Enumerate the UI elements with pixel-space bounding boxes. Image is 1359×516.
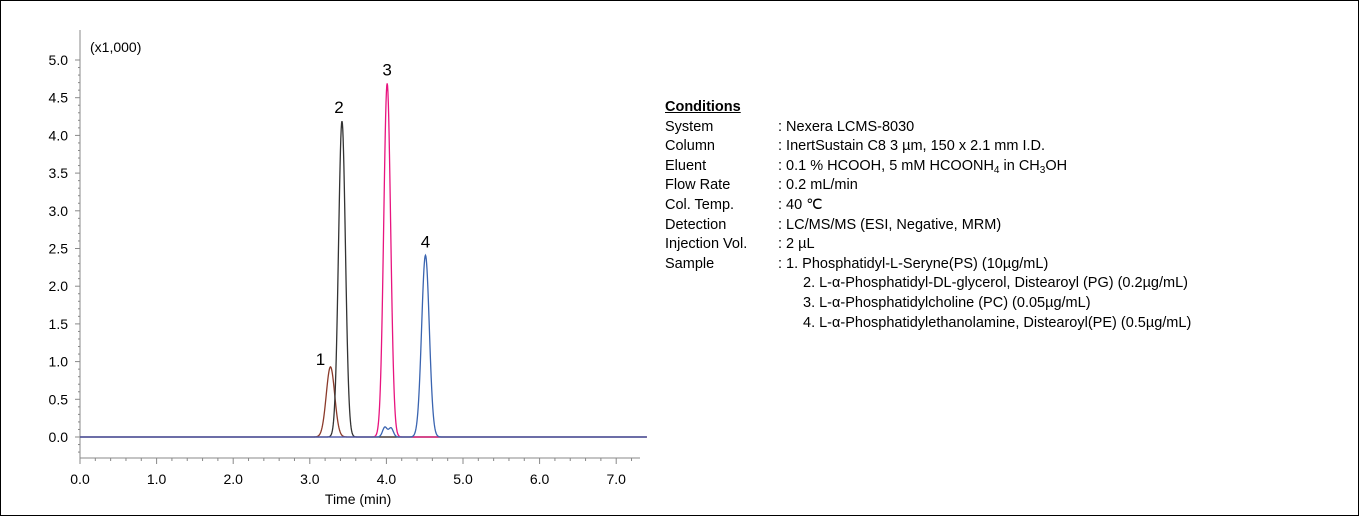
eluent-text-b: in CH <box>999 157 1040 174</box>
sample-entry: 4. L-α-Phosphatidylethanolamine, Distear… <box>803 314 1192 331</box>
x-tick-label: 7.0 <box>606 471 626 487</box>
condition-row: System : Nexera LCMS-8030 <box>665 118 1191 138</box>
x-tick-label: 2.0 <box>223 471 243 487</box>
y-tick-label: 3.5 <box>49 165 69 181</box>
x-tick-label: 5.0 <box>453 471 473 487</box>
condition-row: Injection Vol. : 2 µL <box>665 235 1191 255</box>
peak-label: 4 <box>421 232 430 251</box>
condition-key: Eluent <box>665 157 707 174</box>
condition-value: : 2 µL <box>778 236 815 253</box>
x-tick-label: 4.0 <box>377 471 397 487</box>
y-unit-label: (x1,000) <box>90 39 141 55</box>
condition-value: : 40 ℃ <box>778 196 823 213</box>
y-tick-label: 0.0 <box>49 429 69 445</box>
y-tick-label: 4.5 <box>49 90 69 106</box>
y-tick-label: 1.0 <box>49 354 69 370</box>
condition-key: Sample <box>665 255 715 272</box>
condition-key: Detection <box>665 216 727 233</box>
condition-key: System <box>665 118 714 135</box>
y-tick-label: 3.0 <box>49 203 69 219</box>
condition-key: Injection Vol. <box>665 236 748 253</box>
x-axis-title: Time (min) <box>325 491 391 507</box>
chromatogram-chart: 0.0 0.5 1.0 1.5 2.0 2.5 3.0 3.5 4.0 4.5 5.0 0.0 1.0 2… <box>49 30 647 507</box>
eluent-text-c: OH <box>1045 157 1068 174</box>
y-tick-label: 4.0 <box>49 127 69 143</box>
condition-value: : 0.2 mL/min <box>778 177 858 194</box>
condition-value: : LC/MS/MS (ESI, Negative, MRM) <box>778 216 1002 233</box>
y-tick-label: 1.5 <box>49 316 69 332</box>
condition-key: Column <box>665 138 715 155</box>
series-line-1 <box>80 366 647 438</box>
x-tick-label: 6.0 <box>530 471 550 487</box>
sample-entry: 2. L-α-Phosphatidyl-DL-glycerol, Distear… <box>803 275 1189 292</box>
condition-value: : Nexera LCMS-8030 <box>778 118 915 135</box>
y-tick-label: 5.0 <box>49 52 69 68</box>
series-line-2 <box>80 120 647 438</box>
eluent-text-a: : 0.1 % HCOOH, 5 mM HCOONH <box>778 157 994 174</box>
series-line-3 <box>80 83 647 438</box>
condition-key: Flow Rate <box>665 177 731 194</box>
peak-label: 2 <box>334 98 343 117</box>
chart-series <box>80 83 647 438</box>
conditions-panel: Conditions System : Nexera LCMS-8030 Colu… <box>665 98 1191 333</box>
x-tick-label: 0.0 <box>70 471 90 487</box>
y-tick-label: 2.0 <box>49 278 69 294</box>
y-tick-label: 2.5 <box>49 241 69 257</box>
condition-key: Col. Temp. <box>665 196 735 213</box>
sample-entry: 3. L-α-Phosphatidylcholine (PC) (0.05µg/… <box>803 294 1091 311</box>
peak-label: 1 <box>316 350 325 369</box>
chart-axes: 0.0 0.5 1.0 1.5 2.0 2.5 3.0 3.5 4.0 4.5 5.0 0.0 1.0 2… <box>49 30 640 507</box>
y-tick-label: 0.5 <box>49 391 69 407</box>
eluent-sub-a: 4 <box>993 164 1000 176</box>
conditions-title: Conditions <box>665 99 741 115</box>
condition-row: Col. Temp. : 40 ℃ <box>665 196 1191 216</box>
condition-row: Sample : 1. Phosphatidyl-L-Seryne(PS) (10… <box>665 255 1191 275</box>
condition-row: Eluent : 0.1 % HCOOH, 5 mM HCOONH4 in CH3… <box>665 157 1191 177</box>
x-tick-label: 3.0 <box>300 471 320 487</box>
condition-row: Detection : LC/MS/MS (ESI, Negative, MRM) <box>665 216 1191 236</box>
peak-label: 3 <box>382 60 391 79</box>
chart-labels: 1 2 3 4 <box>316 60 430 369</box>
condition-value: : InertSustain C8 3 µm, 150 x 2.1 mm I.D… <box>778 138 1046 155</box>
condition-value-eluent: : 0.1 % HCOOH, 5 mM HCOONH4 in CH3OH <box>778 157 1067 177</box>
condition-value: : 1. Phosphatidyl-L-Seryne(PS) (10µg/mL) <box>778 255 1049 272</box>
series-line-4 <box>80 253 647 438</box>
eluent-sub-b: 3 <box>1039 164 1046 176</box>
x-tick-label: 1.0 <box>147 471 167 487</box>
condition-row: Column : InertSustain C8 3 µm, 150 x 2.1 … <box>665 137 1191 157</box>
condition-row: Flow Rate : 0.2 mL/min <box>665 176 1191 196</box>
